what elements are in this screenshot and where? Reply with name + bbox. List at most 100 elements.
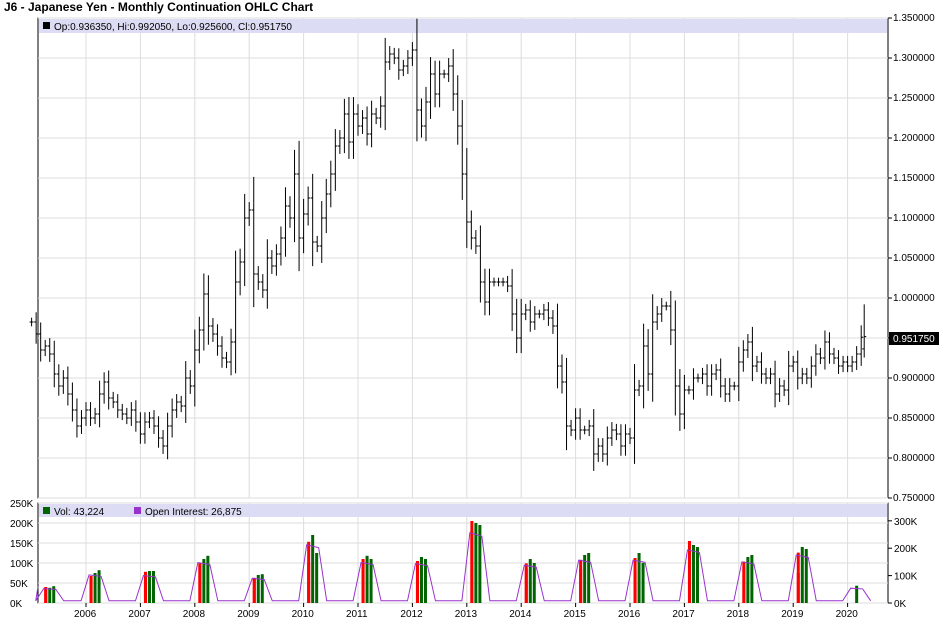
ohlc-bar — [106, 370, 111, 410]
ohlc-bar — [764, 367, 768, 385]
ohlc-bar — [38, 322, 43, 362]
ohlc-bar — [446, 58, 451, 82]
x-tick-label: 2018 — [727, 609, 750, 620]
volume-bar — [470, 531, 474, 603]
oi-axis-right: 0K 100K 200K 300K — [888, 517, 918, 610]
x-tick-label: 2011 — [346, 609, 368, 620]
volume-bar — [361, 560, 365, 603]
ohlc-bar — [573, 408, 578, 440]
ohlc-bar — [328, 160, 333, 208]
ohlc-bar — [791, 355, 796, 373]
ohlc-bar — [460, 100, 465, 200]
ohlc-bar — [215, 324, 220, 356]
chart-title: J6 - Japanese Yen - Monthly Continuation… — [4, 0, 314, 14]
ohlc-bar — [310, 173, 315, 267]
ohlc-bar — [129, 402, 134, 426]
volume-bar — [804, 549, 808, 603]
ohlc-bar — [192, 329, 197, 407]
price-tick-label: 1.250000 — [893, 93, 935, 104]
ohlc-bar — [251, 176, 256, 308]
ohlc-bar — [600, 438, 605, 462]
ohlc-bar — [29, 317, 34, 327]
ohlc-bar — [210, 318, 215, 342]
ohlc-bar — [346, 97, 351, 159]
ohlc-bar — [677, 369, 682, 431]
ohlc-bar — [43, 339, 48, 357]
ohlc-bar — [165, 412, 170, 460]
ohlc-bar — [482, 268, 487, 316]
ohlc-bar — [247, 202, 252, 226]
volume-bar — [311, 535, 315, 603]
ohlc-bar — [47, 338, 52, 362]
ohlc-bar — [278, 226, 283, 266]
ohlc-bar — [147, 411, 152, 429]
x-axis: 2006 2007 2008 2009 2010 2011 2012 2013 2014 2015… — [74, 603, 858, 620]
price-tick-label: 1.050000 — [893, 253, 935, 264]
oi-legend-text: Open Interest: 26,875 — [145, 507, 242, 518]
ohlc-bar — [115, 394, 120, 418]
last-price-label: 0.951750 — [893, 334, 935, 345]
ohlc-bar — [351, 97, 356, 159]
volume-bar — [147, 571, 151, 603]
price-legend-band — [39, 19, 887, 33]
ohlc-bar — [405, 50, 410, 74]
ohlc-bar — [401, 59, 406, 77]
volume-bar — [687, 550, 691, 603]
ohlc-bar — [256, 266, 261, 290]
volume-tick-label: 50K — [10, 579, 28, 590]
ohlc-bar — [773, 360, 778, 408]
ohlc-bar — [582, 425, 587, 435]
x-tick-label: 2019 — [781, 609, 804, 620]
ohlc-bar — [623, 424, 628, 456]
volume-grid — [38, 502, 888, 604]
ohlc-bar — [138, 412, 143, 444]
ohlc-bar — [174, 394, 179, 418]
ohlc-bar — [238, 248, 243, 296]
ohlc-bar — [124, 407, 129, 425]
ohlc-bar — [519, 298, 524, 354]
ohlc-bar — [741, 340, 746, 372]
ohlc-bar — [587, 419, 592, 437]
volume-bar — [369, 559, 373, 603]
ohlc-bar — [487, 268, 492, 316]
ohlc-bar — [70, 382, 75, 422]
ohlc-bar — [220, 336, 224, 368]
ohlc-bar — [836, 350, 841, 374]
ohlc-bar — [809, 356, 814, 388]
ohlc-bar — [514, 298, 519, 354]
x-tick-label: 2013 — [455, 609, 478, 620]
volume-bar — [415, 561, 419, 603]
ohlc-bar — [369, 100, 374, 148]
ohlc-bar — [546, 302, 551, 326]
ohlc-bar — [768, 367, 773, 385]
ohlc-bar — [496, 277, 501, 287]
ohlc-bar — [342, 98, 347, 154]
volume-bar — [89, 576, 93, 603]
ohlc-bar — [61, 370, 66, 394]
ohlc-bar — [673, 300, 678, 416]
volume-bar — [695, 547, 699, 603]
ohlc-bar — [333, 129, 338, 191]
volume-tick-label: 200K — [10, 519, 34, 530]
ohlc-bar — [686, 385, 691, 395]
ohlc-bar — [306, 186, 311, 226]
x-tick-label: 2014 — [509, 609, 532, 620]
volume-bar — [423, 559, 427, 603]
x-tick-label: 2006 — [74, 609, 97, 620]
ohlc-bar — [455, 75, 460, 145]
volume-bar — [633, 558, 637, 603]
ohlc-bar — [655, 306, 660, 330]
ohlc-bar — [859, 325, 864, 366]
volume-bar — [202, 559, 206, 603]
volume-bar — [528, 559, 532, 603]
ohlc-bar — [691, 368, 696, 400]
volume-bar — [44, 589, 48, 603]
volume-bar — [474, 523, 478, 603]
ohlc-bar — [718, 358, 723, 398]
ohlc-bar — [93, 407, 98, 425]
x-tick-label: 2020 — [836, 609, 859, 620]
ohlc-bar — [414, 18, 419, 142]
ohlc-bar — [201, 273, 206, 351]
x-tick-label: 2017 — [672, 609, 695, 620]
ohlc-bar — [813, 344, 818, 376]
